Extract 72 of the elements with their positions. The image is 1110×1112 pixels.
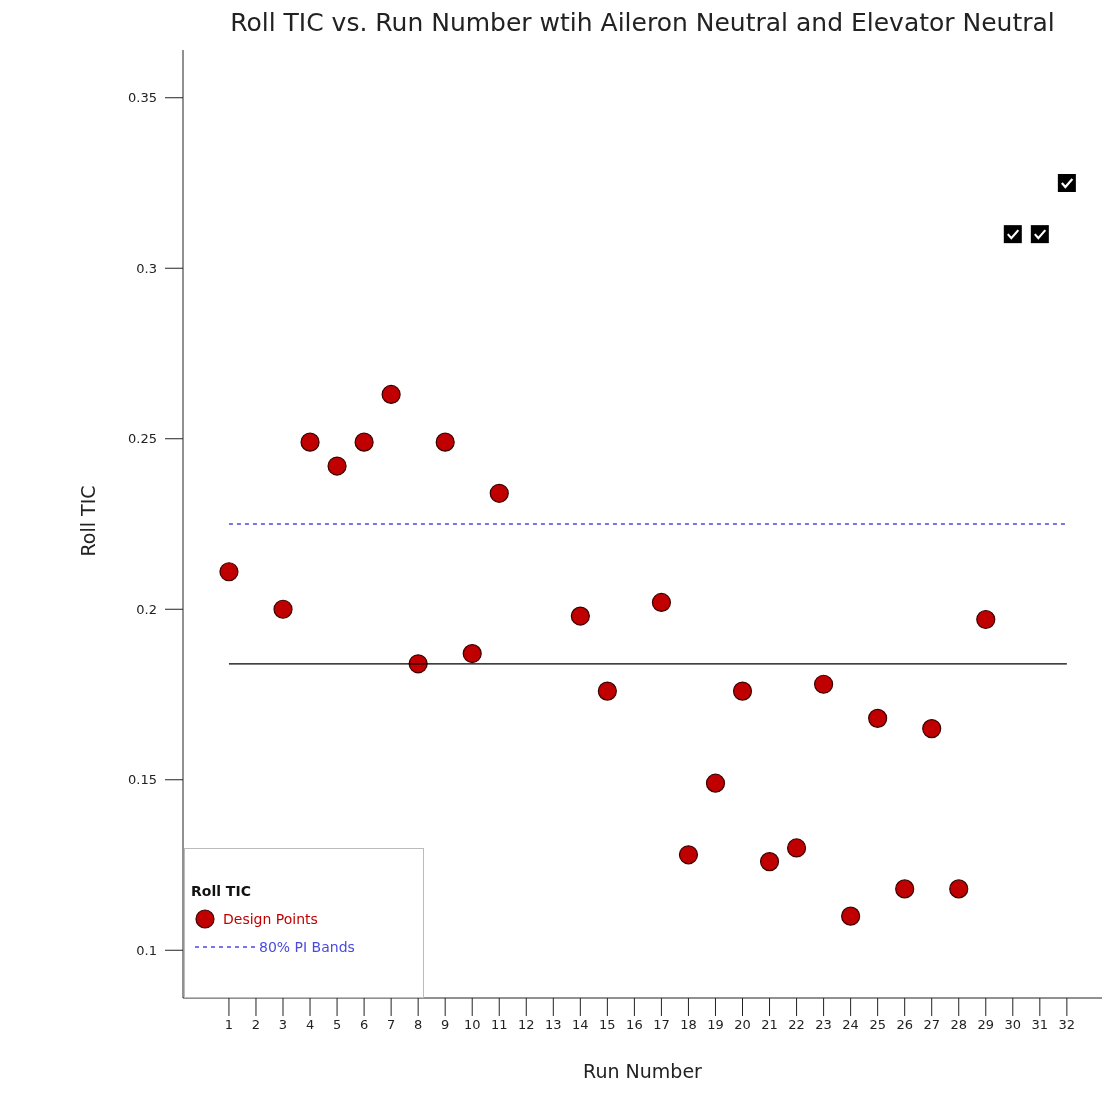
x-tick-label: 32 — [1058, 1017, 1076, 1033]
point — [1030, 225, 1049, 244]
point — [354, 432, 374, 452]
point — [786, 838, 807, 858]
point — [219, 562, 239, 582]
point — [976, 609, 996, 630]
x-tick-label: 13 — [545, 1017, 562, 1033]
x-tick-label: 29 — [977, 1017, 995, 1033]
point — [1057, 173, 1076, 192]
x-tick-label: 28 — [950, 1017, 968, 1033]
y-axis-title: Roll TIC — [77, 484, 99, 559]
legend-label: Design Points — [223, 911, 318, 927]
x-tick-label: 10 — [463, 1017, 481, 1033]
point — [949, 879, 969, 899]
point — [678, 845, 699, 865]
x-tick-label: 25 — [869, 1017, 886, 1033]
point — [489, 483, 509, 503]
x-tick-label: 7 — [386, 1017, 396, 1033]
legend-title: Roll TIC — [191, 883, 252, 899]
x-tick-label: 8 — [414, 1017, 423, 1033]
point — [273, 599, 293, 619]
x-tick-label: 22 — [788, 1017, 805, 1033]
x-tick-label: 12 — [518, 1017, 535, 1033]
x-tick-label: 17 — [653, 1017, 670, 1033]
x-tick-label: 6 — [359, 1017, 369, 1033]
x-tick-label: 20 — [734, 1017, 751, 1033]
x-axis-title: Run Number — [582, 1060, 703, 1082]
point — [381, 384, 401, 405]
x-tick-label: 21 — [761, 1017, 778, 1033]
x-tick-label: 31 — [1031, 1017, 1049, 1033]
x-tick-label: 24 — [842, 1017, 859, 1033]
y-tick-label: 0.2 — [136, 601, 157, 617]
point — [408, 654, 428, 674]
x-tick-label: 1 — [224, 1017, 234, 1033]
point — [841, 906, 861, 926]
y-tick-label: 0.1 — [136, 942, 157, 958]
chart-title: Roll TIC vs. Run Number wtih Aileron Neutral and Elevator Neutral — [229, 8, 1056, 37]
point — [814, 674, 834, 694]
y-tick-label: 0.25 — [128, 431, 157, 447]
legend-label: 80% PI Bands — [259, 939, 355, 955]
point — [327, 456, 347, 476]
point — [462, 643, 482, 664]
point — [705, 773, 726, 793]
x-tick-label: 16 — [626, 1017, 643, 1033]
y-tick-label: 0.15 — [128, 772, 157, 788]
x-tick-label: 23 — [815, 1017, 832, 1033]
x-tick-label: 19 — [707, 1017, 724, 1033]
x-tick-label: 3 — [278, 1017, 288, 1033]
point — [868, 708, 888, 728]
x-tick-label: 9 — [441, 1017, 450, 1033]
point — [651, 592, 672, 613]
y-tick-label: 0.3 — [136, 260, 157, 276]
y-tick-label: 0.35 — [128, 90, 157, 106]
x-tick-label: 11 — [490, 1017, 508, 1033]
point — [1003, 225, 1022, 244]
x-tick-label: 26 — [896, 1017, 913, 1033]
point — [895, 879, 915, 899]
point — [435, 432, 455, 452]
point — [300, 432, 320, 452]
point — [597, 681, 617, 701]
point — [759, 852, 780, 872]
x-tick-label: 4 — [305, 1017, 315, 1033]
x-tick-label: 30 — [1004, 1017, 1022, 1033]
x-tick-label: 27 — [923, 1017, 940, 1033]
x-tick-label: 18 — [680, 1017, 697, 1033]
point — [570, 606, 590, 626]
point — [732, 681, 753, 701]
x-tick-label: 14 — [572, 1017, 589, 1033]
x-tick-label: 15 — [599, 1017, 616, 1033]
x-tick-label: 2 — [251, 1017, 261, 1033]
point — [922, 719, 942, 739]
x-tick-label: 5 — [332, 1017, 342, 1033]
